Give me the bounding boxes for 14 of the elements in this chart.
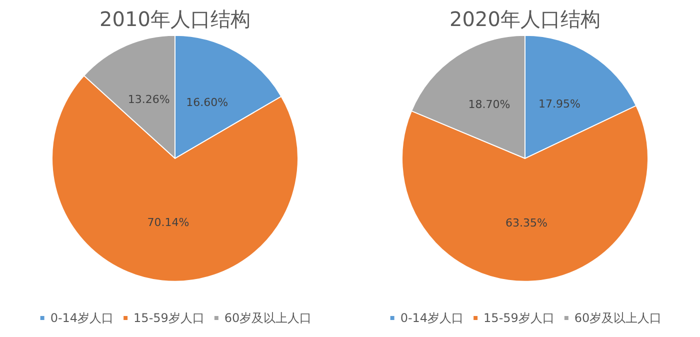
data-label: 13.26% [128, 92, 170, 106]
data-label: 16.60% [186, 96, 228, 109]
data-label: 63.35% [506, 216, 548, 230]
legend-label: 0-14岁人口 [50, 311, 114, 325]
legend-label: 0-14岁人口 [400, 311, 464, 325]
chart-title: 2010年人口结构 [100, 7, 250, 31]
data-label: 17.95% [538, 97, 580, 110]
legend-label: 15-59岁人口 [484, 311, 554, 325]
data-label: 18.70% [468, 98, 510, 112]
data-label: 70.14% [147, 216, 190, 230]
legend-label: 60岁及以上人口 [574, 311, 662, 325]
legend-label: 15-59岁人口 [134, 311, 204, 325]
chart-title: 2020年人口结构 [450, 7, 600, 31]
legend-label: 60岁及以上人口 [224, 311, 312, 325]
